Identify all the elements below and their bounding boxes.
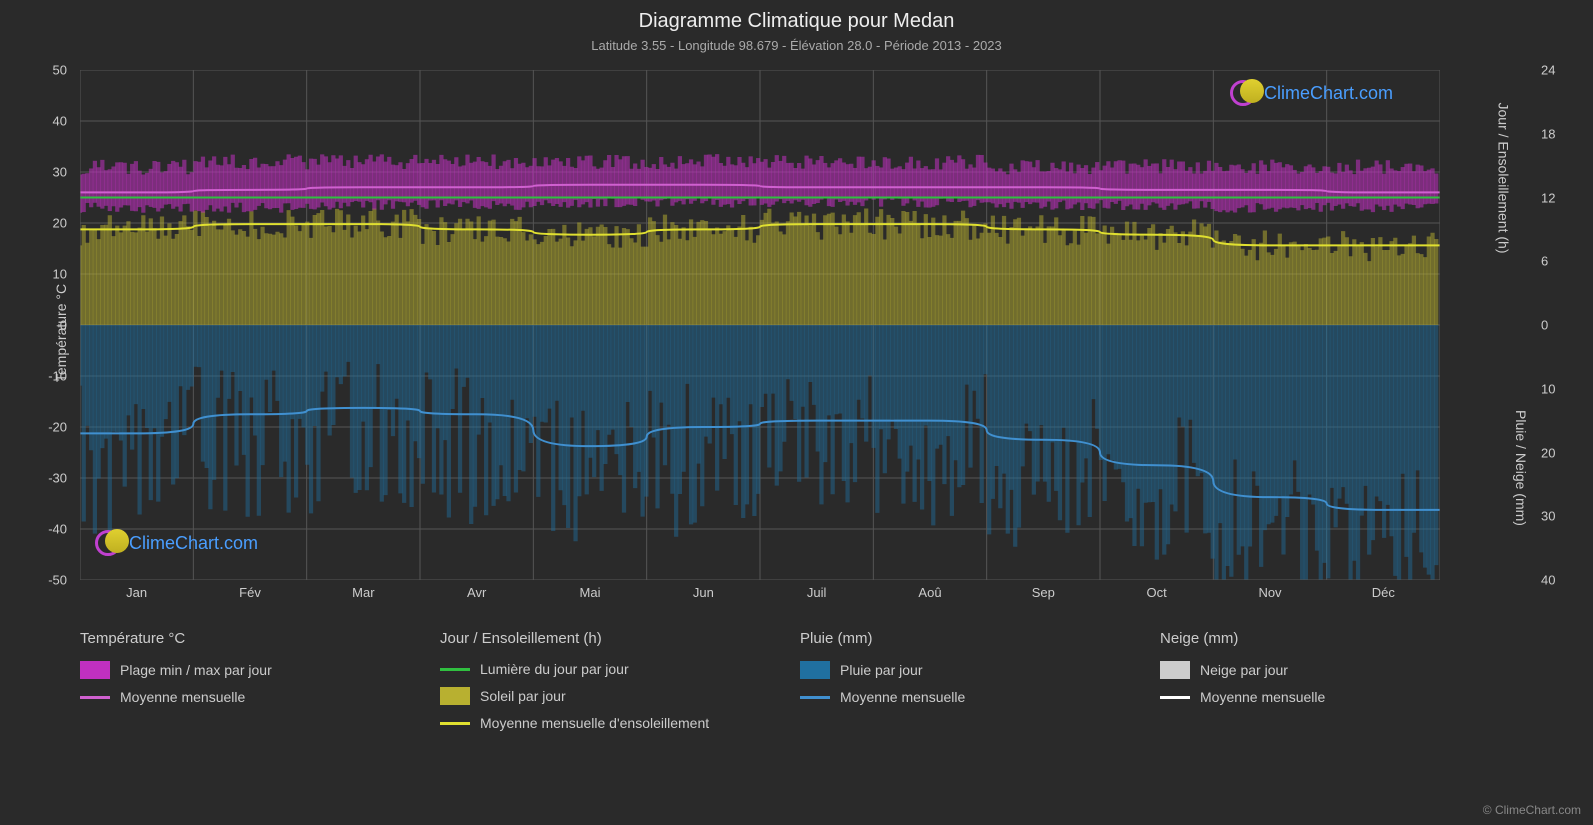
x-tick: Fév	[239, 585, 261, 600]
y-tick-right-mm: 10	[1541, 381, 1555, 396]
y-tick-right-mm: 40	[1541, 573, 1555, 588]
y-tick-right-hours: 6	[1541, 254, 1548, 269]
y-axis-left: -50-40-30-20-1001020304050	[40, 70, 75, 580]
legend-header: Jour / Ensoleillement (h)	[440, 630, 800, 647]
legend-item: Neige par jour	[1160, 661, 1520, 679]
plot-area	[80, 70, 1440, 580]
legend-item: Plage min / max par jour	[80, 661, 440, 679]
legend-label: Moyenne mensuelle	[840, 689, 965, 705]
x-tick: Mar	[352, 585, 374, 600]
legend-label: Moyenne mensuelle d'ensoleillement	[480, 715, 709, 731]
x-tick: Sep	[1032, 585, 1055, 600]
y-tick-left: -40	[48, 522, 67, 537]
legend-label: Neige par jour	[1200, 662, 1288, 678]
legend-label: Plage min / max par jour	[120, 662, 272, 678]
legend-line-icon	[440, 668, 470, 671]
legend-swatch-icon	[800, 661, 830, 679]
legend-swatch-icon	[80, 661, 110, 679]
watermark-text: ClimeChart.com	[1264, 83, 1393, 104]
x-tick: Jun	[693, 585, 714, 600]
y-tick-right-mm: 20	[1541, 445, 1555, 460]
rain-bars	[80, 325, 1436, 580]
y-tick-left: 20	[53, 216, 67, 231]
y-axis-right: 0612182410203040	[1533, 70, 1593, 580]
legend-label: Lumière du jour par jour	[480, 661, 629, 677]
watermark-bottom: ClimeChart.com	[95, 530, 258, 556]
plot-svg	[80, 70, 1440, 580]
legend: Température °C Plage min / max par jour Mo…	[80, 630, 1520, 741]
y-tick-left: -20	[48, 420, 67, 435]
legend-item: Moyenne mensuelle d'ensoleillement	[440, 715, 800, 731]
legend-label: Pluie par jour	[840, 662, 923, 678]
legend-item: Soleil par jour	[440, 687, 800, 705]
legend-item: Moyenne mensuelle	[800, 689, 1160, 705]
x-tick: Mai	[580, 585, 601, 600]
chart-subtitle: Latitude 3.55 - Longitude 98.679 - Éléva…	[0, 38, 1593, 53]
x-tick: Aoû	[918, 585, 941, 600]
legend-swatch-icon	[1160, 661, 1190, 679]
x-tick: Oct	[1147, 585, 1167, 600]
y-tick-left: 50	[53, 63, 67, 78]
x-tick: Nov	[1258, 585, 1281, 600]
legend-header: Pluie (mm)	[800, 630, 1160, 647]
watermark-text: ClimeChart.com	[129, 533, 258, 554]
x-tick: Avr	[467, 585, 486, 600]
x-tick: Juil	[807, 585, 827, 600]
y-tick-right-hours: 18	[1541, 126, 1555, 141]
legend-item: Lumière du jour par jour	[440, 661, 800, 677]
legend-group: Pluie (mm) Pluie par jour Moyenne mensuell…	[800, 630, 1160, 741]
legend-item: Moyenne mensuelle	[1160, 689, 1520, 705]
y-tick-right-hours: 12	[1541, 190, 1555, 205]
y-tick-left: 0	[60, 318, 67, 333]
legend-line-icon	[800, 696, 830, 699]
y-tick-right-hours: 0	[1541, 318, 1548, 333]
legend-header: Neige (mm)	[1160, 630, 1520, 647]
y-tick-left: -10	[48, 369, 67, 384]
legend-line-icon	[80, 696, 110, 699]
logo-sun-icon	[1240, 79, 1264, 103]
legend-line-icon	[1160, 696, 1190, 699]
legend-item: Moyenne mensuelle	[80, 689, 440, 705]
x-axis: Jan Fév Mar Avr Mai Jun Juil Aoû Sep Oct Nov Déc	[80, 585, 1440, 605]
x-tick: Jan	[126, 585, 147, 600]
y-tick-left: 40	[53, 114, 67, 129]
legend-group: Jour / Ensoleillement (h) Lumière du jour…	[440, 630, 800, 741]
y-tick-left: -30	[48, 471, 67, 486]
legend-item: Pluie par jour	[800, 661, 1160, 679]
chart-title: Diagramme Climatique pour Medan	[0, 10, 1593, 33]
y-tick-left: -50	[48, 573, 67, 588]
legend-line-icon	[440, 722, 470, 725]
legend-label: Soleil par jour	[480, 688, 566, 704]
legend-swatch-icon	[440, 687, 470, 705]
copyright: © ClimeChart.com	[1483, 803, 1581, 817]
y-axis-right-bottom-label: Pluie / Neige (mm)	[1513, 410, 1529, 526]
legend-group: Neige (mm) Neige par jour Moyenne mensuell…	[1160, 630, 1520, 741]
watermark-top: ClimeChart.com	[1230, 80, 1393, 106]
y-tick-right-mm: 30	[1541, 509, 1555, 524]
y-tick-left: 30	[53, 165, 67, 180]
x-tick: Déc	[1372, 585, 1395, 600]
climate-chart: Diagramme Climatique pour Medan Latitude…	[0, 0, 1593, 825]
y-tick-right-hours: 24	[1541, 63, 1555, 78]
legend-label: Moyenne mensuelle	[1200, 689, 1325, 705]
y-tick-left: 10	[53, 267, 67, 282]
legend-label: Moyenne mensuelle	[120, 689, 245, 705]
logo-sun-icon	[105, 529, 129, 553]
y-axis-right-top-label: Jour / Ensoleillement (h)	[1496, 103, 1512, 254]
legend-group: Température °C Plage min / max par jour Mo…	[80, 630, 440, 741]
sun-bars	[80, 209, 1436, 325]
temp-bars	[80, 154, 1436, 213]
legend-header: Température °C	[80, 630, 440, 647]
